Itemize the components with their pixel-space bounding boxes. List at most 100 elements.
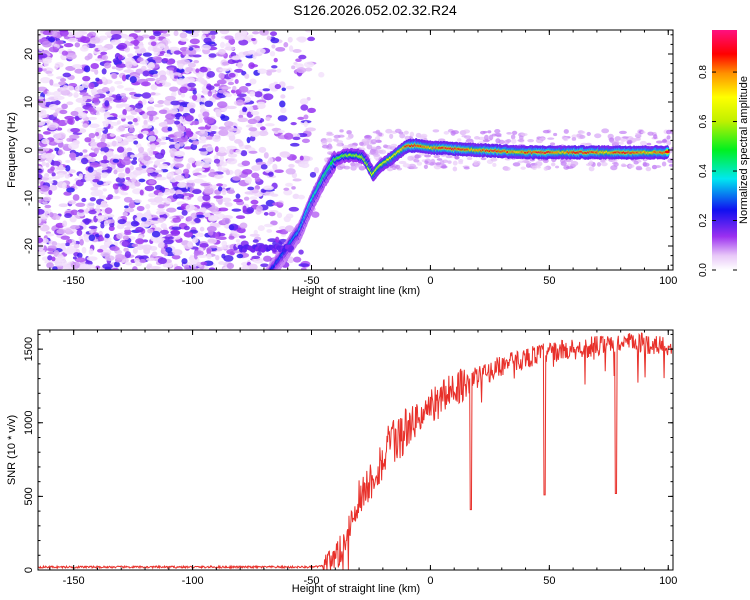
noise-cell <box>266 69 277 73</box>
noise-cell <box>429 161 437 165</box>
noise-cell <box>531 165 538 171</box>
noise-cell <box>122 108 127 116</box>
noise-cell <box>155 77 161 85</box>
signal-cell <box>260 274 265 295</box>
noise-cell <box>135 226 144 233</box>
noise-cell <box>292 193 300 200</box>
noise-cell <box>136 205 145 212</box>
noise-cell <box>271 65 278 69</box>
noise-cell <box>413 158 420 163</box>
noise-cell <box>596 162 602 167</box>
noise-cell <box>195 168 205 172</box>
noise-cell <box>571 134 578 139</box>
noise-cell <box>633 160 639 165</box>
noise-cell <box>237 61 243 69</box>
colorbar-tick-label: 0.4 <box>698 164 709 178</box>
noise-cell <box>229 224 235 231</box>
noise-cell <box>619 141 624 145</box>
noise-cell <box>167 126 173 132</box>
noise-cell <box>170 229 181 236</box>
noise-cell <box>287 36 293 43</box>
noise-cell <box>84 174 92 182</box>
noise-cell <box>204 117 215 124</box>
noise-cell <box>274 83 282 90</box>
noise-cell <box>139 258 146 264</box>
signal-cell <box>248 299 253 303</box>
noise-cell <box>289 142 300 147</box>
noise-cell <box>151 251 158 257</box>
noise-cell <box>189 38 200 45</box>
noise-cell <box>156 158 166 162</box>
noise-cell <box>141 165 147 169</box>
noise-cell <box>257 104 266 110</box>
noise-cell <box>97 248 104 253</box>
noise-cell <box>48 103 58 111</box>
noise-cell <box>280 94 286 99</box>
noise-cell <box>132 118 138 123</box>
noise-cell <box>85 264 96 269</box>
noise-cell <box>503 166 511 171</box>
noise-cell <box>169 188 175 194</box>
noise-cell <box>226 145 237 150</box>
noise-cell <box>218 146 227 154</box>
noise-cell <box>662 138 668 143</box>
noise-cell <box>263 93 274 101</box>
noise-cell <box>135 238 145 245</box>
noise-cell <box>125 177 131 181</box>
noise-cell <box>289 45 294 52</box>
noise-cell <box>109 133 116 137</box>
noise-cell <box>231 208 242 212</box>
noise-cell <box>203 212 211 218</box>
noise-cell <box>640 131 646 134</box>
noise-cell <box>78 112 88 119</box>
noise-cell <box>539 137 546 141</box>
noise-cell <box>72 256 77 260</box>
noise-cell <box>565 166 574 169</box>
noise-cell <box>147 198 157 203</box>
noise-cell <box>96 142 108 148</box>
noise-cell <box>199 243 209 248</box>
noise-cell <box>112 183 119 190</box>
noise-cell <box>487 130 492 134</box>
noise-cell <box>132 247 138 254</box>
noise-cell <box>213 195 224 199</box>
noise-cell <box>133 93 143 98</box>
noise-cell <box>375 139 382 144</box>
noise-cell <box>192 89 197 95</box>
noise-cell <box>156 208 166 212</box>
noise-cell <box>478 136 486 141</box>
noise-cell <box>70 110 79 116</box>
noise-cell <box>284 225 295 233</box>
noise-cell <box>255 193 262 197</box>
noise-cell <box>580 131 586 134</box>
noise-cell <box>206 136 214 140</box>
noise-cell <box>288 163 295 168</box>
noise-cell <box>118 114 127 119</box>
spectrogram-heatmap <box>38 30 673 303</box>
noise-cell <box>38 237 44 244</box>
noise-cell <box>173 50 182 55</box>
spectrogram-x-ticks: -150 -100 -50 0 50 100 <box>49 30 677 287</box>
noise-cell <box>239 222 248 229</box>
noise-cell <box>164 53 171 58</box>
noise-cell <box>41 40 52 48</box>
noise-cell <box>79 239 84 246</box>
noise-cell <box>232 176 241 181</box>
noise-cell <box>94 131 100 137</box>
noise-cell <box>646 142 652 146</box>
noise-cell <box>364 135 371 138</box>
noise-cell <box>70 261 81 269</box>
noise-cell <box>203 37 212 44</box>
noise-cell <box>186 163 191 170</box>
noise-cell <box>124 87 135 91</box>
noise-cell <box>451 130 459 135</box>
noise-cell <box>134 257 140 263</box>
x-tick-label: -150 <box>63 575 85 587</box>
noise-cell <box>123 69 135 73</box>
noise-cell <box>46 248 55 252</box>
noise-cell <box>642 161 648 167</box>
noise-cell <box>566 159 572 163</box>
noise-cell <box>117 42 128 50</box>
noise-cell <box>166 172 172 178</box>
noise-cell <box>75 116 80 122</box>
